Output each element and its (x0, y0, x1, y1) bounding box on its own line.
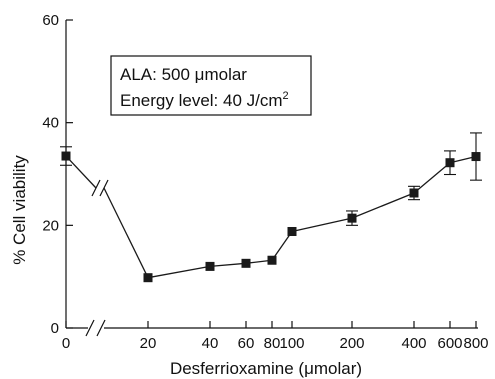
data-point-marker (409, 188, 419, 198)
x-axis-break (85, 319, 106, 337)
x-tick-label: 800 (463, 335, 488, 352)
x-tick-label: 100 (279, 335, 304, 352)
x-tick-label: 80 (264, 335, 281, 352)
annotation-line-2-main: Energy level: 40 J/cm (120, 91, 283, 110)
series-line-segment (271, 231, 293, 261)
data-point-marker (61, 151, 71, 161)
data-point-marker (445, 158, 455, 168)
x-tick-label: 40 (202, 335, 219, 352)
x-tick-label: 0 (62, 335, 70, 352)
x-tick-label: 600 (437, 335, 462, 352)
series-line-segment (351, 192, 415, 219)
x-axis-title: Desferrioxamine (μmolar) (170, 359, 362, 378)
x-tick-label: 60 (238, 335, 255, 352)
y-ticks: 0 20 40 60 (42, 12, 73, 337)
x-tick-label: 200 (339, 335, 364, 352)
annotation-line-2-superscript: 2 (283, 90, 289, 102)
data-point-marker (347, 213, 357, 223)
x-tick-label: 20 (140, 335, 157, 352)
y-axis-title: % Cell viability (10, 155, 29, 265)
series-lines (65, 155, 477, 279)
series-line-segment (291, 217, 353, 233)
x-tick-label: 400 (401, 335, 426, 352)
y-tick-label: 20 (42, 217, 59, 234)
series-line-segment (147, 265, 211, 279)
series-line-break (91, 179, 109, 197)
data-point-marker (205, 261, 215, 271)
series-line-segment (103, 187, 149, 278)
data-point-marker (241, 258, 251, 268)
series-line-segment (65, 155, 97, 189)
annotation-line-1: ALA: 500 μmolar (120, 65, 247, 84)
annotation-line-2: Energy level: 40 J/cm2 (120, 90, 289, 110)
y-tick-label: 60 (42, 12, 59, 29)
data-point-marker (267, 255, 277, 265)
y-tick-label: 0 (51, 320, 59, 337)
annotation-box (110, 55, 312, 116)
data-markers (61, 151, 481, 283)
data-point-marker (471, 152, 481, 162)
data-point-marker (287, 226, 297, 236)
x-ticks: 0 20 40 60 80 100 200 400 600 800 (62, 321, 489, 352)
error-bars (60, 132, 482, 226)
series-line-segment (209, 262, 247, 268)
series-line-segment (413, 162, 451, 194)
data-point-marker (143, 273, 153, 283)
y-tick-label: 40 (42, 115, 59, 132)
